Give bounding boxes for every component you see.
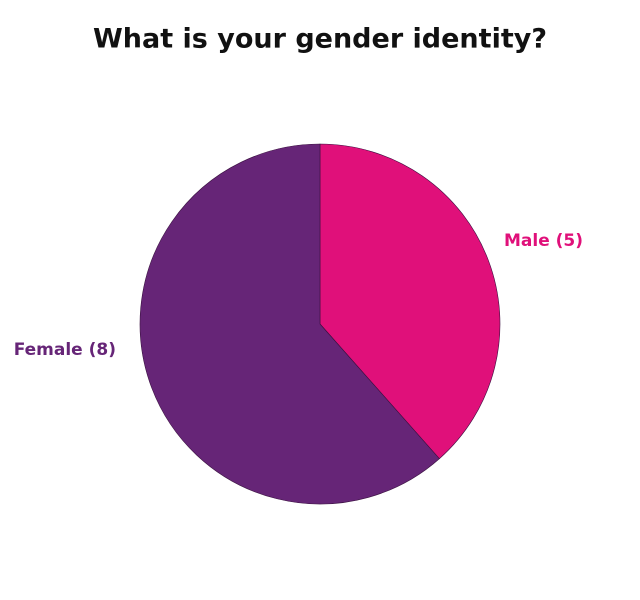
pie-slice bbox=[139, 143, 440, 505]
slice-label: Male (5) bbox=[504, 231, 583, 251]
chart-title: What is your gender identity? bbox=[93, 24, 547, 55]
slice-label: Female (8) bbox=[14, 340, 116, 360]
pie-slice bbox=[319, 143, 501, 460]
